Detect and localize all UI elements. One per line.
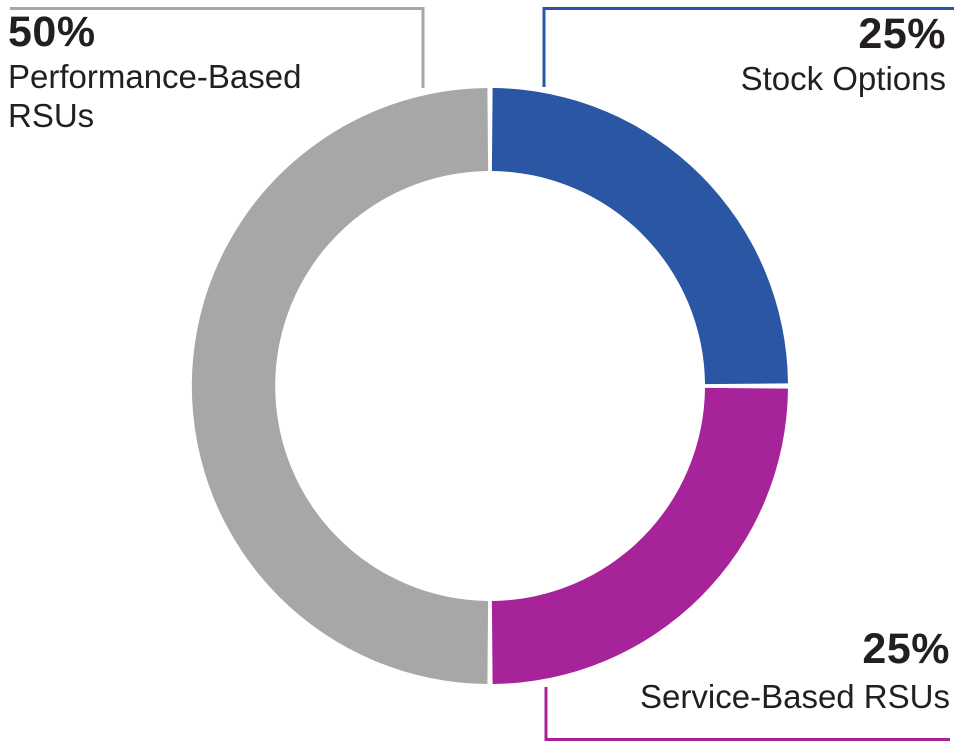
callout-performance-rsus: 50% Performance-Based RSUs	[8, 8, 301, 135]
callout-stock-pct: 25%	[858, 10, 946, 58]
callout-service-pct: 25%	[862, 625, 950, 673]
donut-segment-service-based-rsus	[491, 387, 788, 684]
donut-segment-stock-options	[491, 88, 788, 385]
leader-line-stock-options	[542, 7, 954, 87]
callout-stock-label: Stock Options	[740, 60, 946, 98]
callout-service-label: Service-Based RSUs	[640, 678, 950, 716]
callout-performance-pct: 50%	[8, 8, 96, 56]
callout-stock-options: 25% Stock Options	[740, 10, 946, 98]
callout-performance-label: Performance-Based RSUs	[8, 57, 301, 135]
callout-performance-label-line2: RSUs	[8, 97, 95, 135]
leader-line-performance-rsus	[10, 7, 425, 88]
callout-service-rsus: 25% Service-Based RSUs	[640, 625, 950, 716]
callout-performance-label-line1: Performance-Based	[8, 58, 302, 96]
donut-segment-performance-based-rsus	[191, 88, 489, 684]
leader-line-service-rsus	[544, 687, 950, 741]
